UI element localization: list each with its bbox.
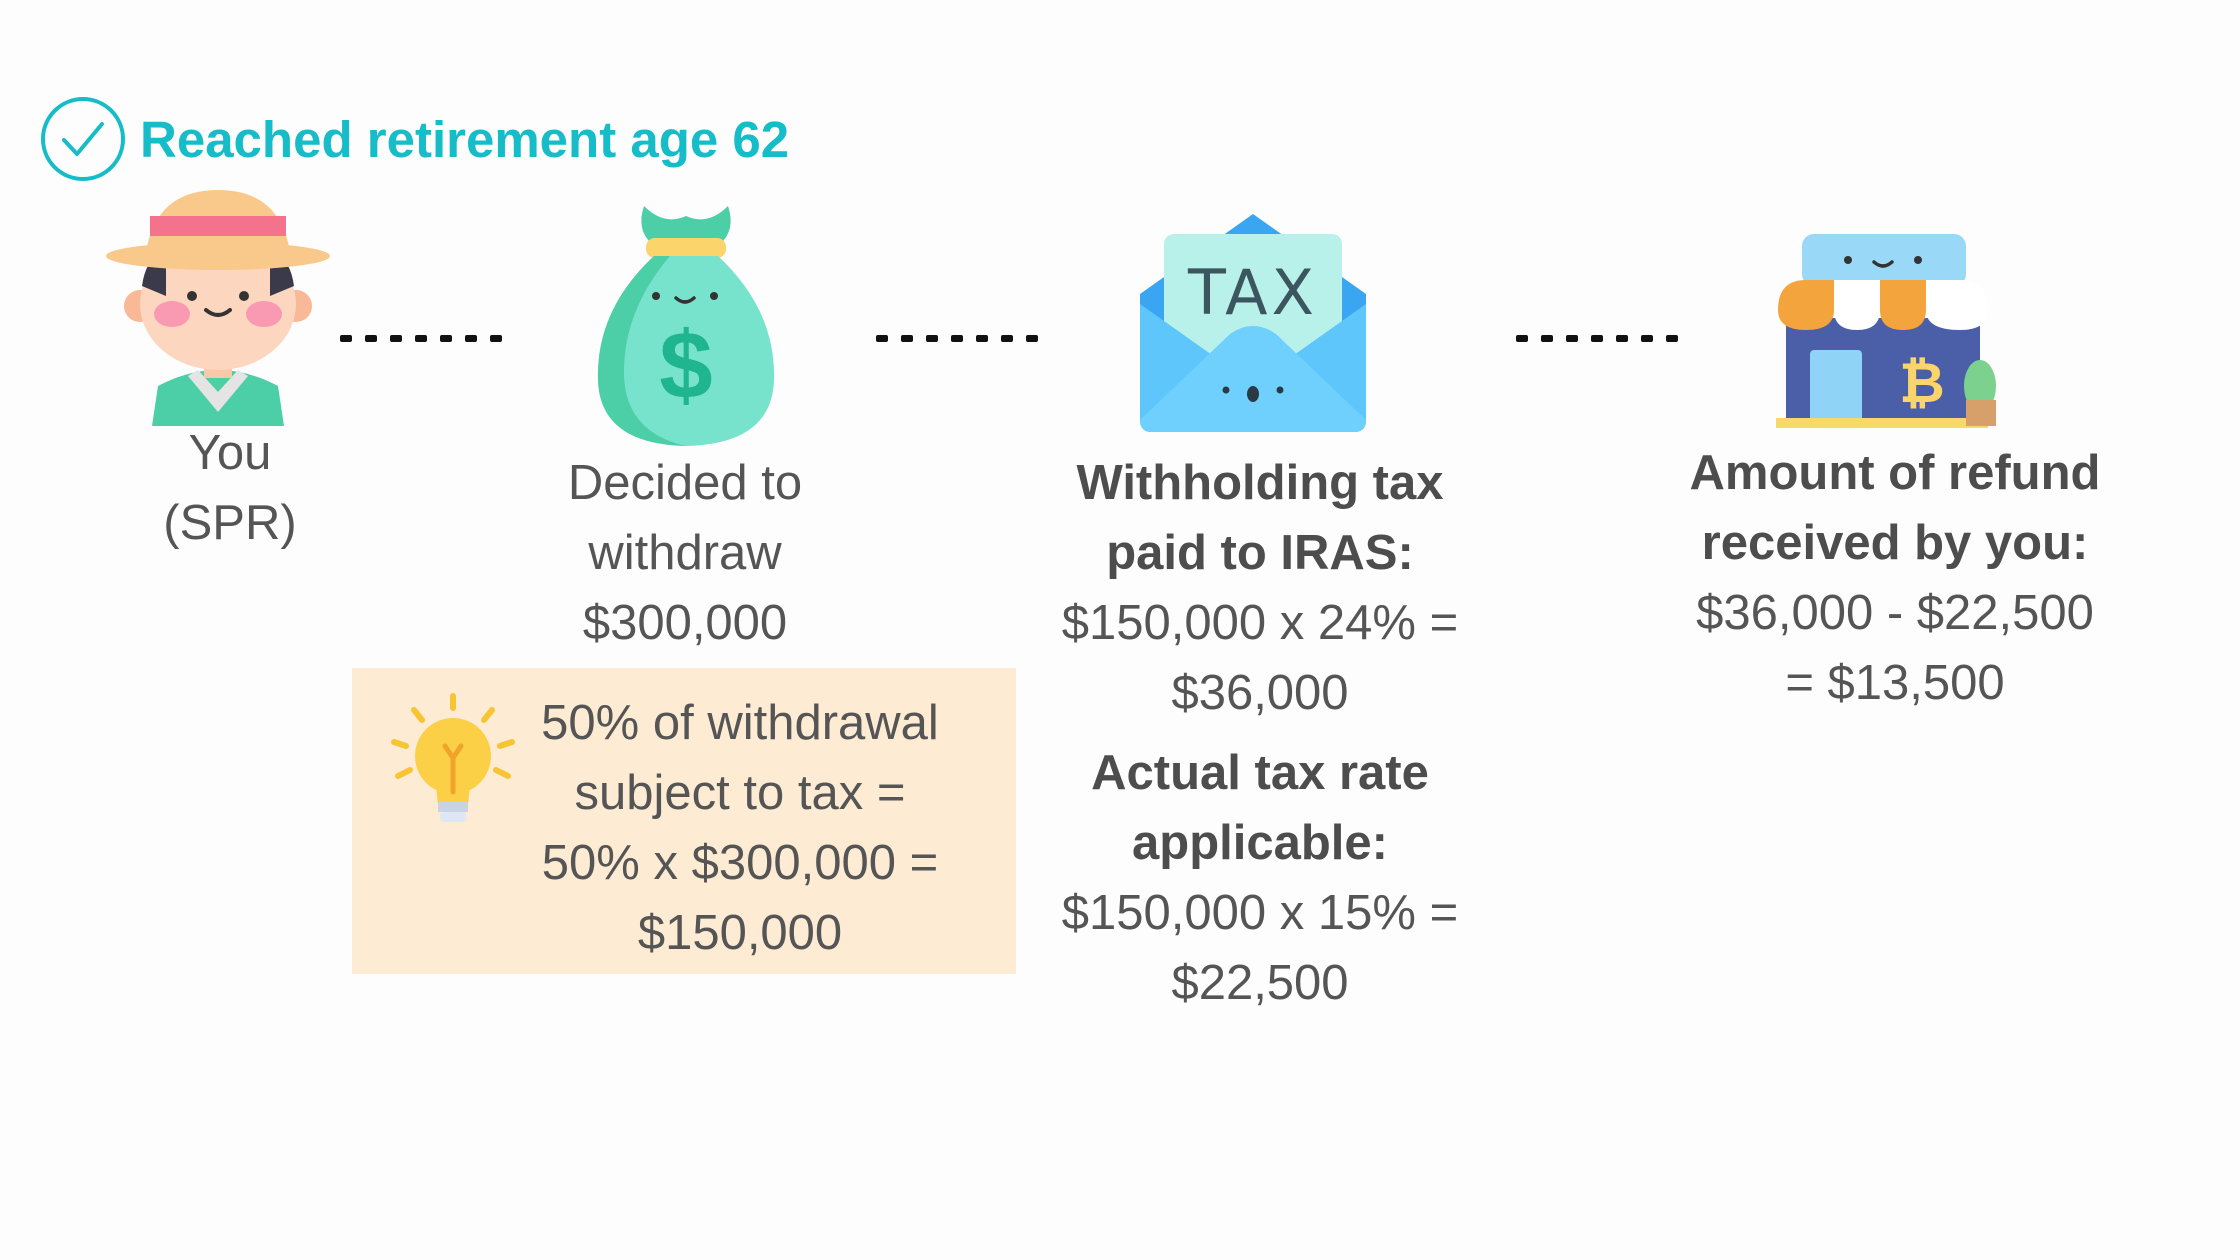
connector-dots <box>876 335 1038 342</box>
svg-text:$: $ <box>659 312 712 419</box>
tip-text: 50% of withdrawal subject to tax = 50% x… <box>541 696 939 960</box>
connector-dots <box>340 335 502 342</box>
tip-box: 50% of withdrawal subject to tax = 50% x… <box>352 668 1016 974</box>
connector-dots <box>1516 335 1678 342</box>
lightbulb-icon <box>391 693 515 822</box>
person-with-hat-icon <box>106 190 330 426</box>
money-bag-icon: $ <box>597 206 775 446</box>
svg-text:TAX: TAX <box>1187 256 1318 329</box>
svg-text:₿: ₿ <box>1899 351 1945 416</box>
header: Reached retirement age 62 <box>40 94 789 184</box>
header-title: Reached retirement age 62 <box>140 110 790 168</box>
step-tax-label: Withholding tax paid to IRAS: $150,000 x… <box>1061 456 1459 1010</box>
shop-icon: ₿ <box>1776 234 1996 428</box>
tax-envelope-icon: TAX <box>1140 214 1366 432</box>
step-refund-label: Amount of refund received by you: $36,00… <box>1689 446 2101 710</box>
step-you-label: You (SPR) <box>163 426 297 550</box>
step-withdraw-label: Decided to withdraw $300,000 <box>567 456 803 650</box>
check-circle-icon <box>41 97 125 181</box>
